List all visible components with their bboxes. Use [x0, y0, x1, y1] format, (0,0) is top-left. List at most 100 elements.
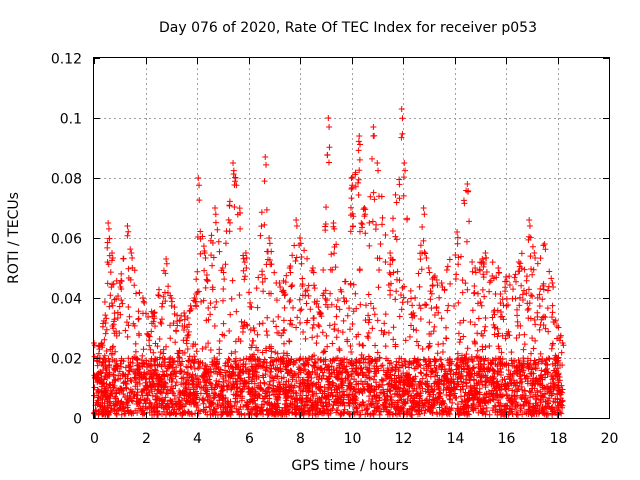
data-point — [258, 209, 265, 216]
data-point — [535, 356, 542, 363]
data-point — [300, 376, 307, 383]
data-point — [546, 389, 553, 396]
data-point — [174, 350, 181, 357]
data-point — [478, 302, 485, 309]
data-point — [343, 363, 350, 370]
data-point — [406, 383, 413, 390]
data-point — [464, 181, 471, 187]
data-point — [369, 396, 376, 403]
data-point — [381, 320, 388, 327]
data-point — [344, 374, 351, 381]
data-point — [352, 290, 359, 297]
data-point — [415, 342, 422, 349]
data-point — [155, 292, 162, 299]
data-point — [270, 377, 277, 384]
data-point — [184, 345, 191, 352]
data-point — [497, 313, 504, 320]
data-point — [111, 316, 118, 323]
data-point — [254, 304, 261, 311]
data-point — [171, 370, 178, 377]
data-point — [197, 250, 204, 257]
data-point — [459, 352, 466, 359]
data-point — [539, 357, 546, 364]
data-point — [101, 336, 108, 343]
data-point — [111, 402, 118, 409]
data-point — [475, 315, 482, 322]
data-point — [101, 352, 108, 359]
data-point — [319, 329, 326, 336]
data-point — [107, 346, 114, 353]
data-point — [214, 226, 221, 233]
data-point — [534, 294, 541, 301]
data-point — [335, 327, 342, 334]
data-point — [366, 219, 373, 226]
data-point — [302, 355, 309, 362]
data-point — [510, 377, 517, 384]
data-point — [225, 382, 232, 389]
data-point — [145, 313, 152, 320]
data-point — [426, 389, 433, 396]
data-point — [534, 389, 541, 396]
data-point — [238, 397, 245, 404]
data-point — [352, 183, 359, 190]
data-point — [117, 360, 124, 367]
data-point — [370, 189, 377, 196]
data-point — [293, 324, 300, 331]
data-point — [404, 216, 411, 223]
data-point — [103, 326, 110, 333]
data-point — [427, 288, 434, 295]
data-point — [286, 359, 293, 366]
data-point — [417, 242, 424, 249]
data-point — [515, 385, 522, 392]
data-point — [506, 273, 513, 280]
data-point — [255, 274, 262, 281]
data-point — [279, 288, 286, 295]
data-point — [212, 205, 219, 211]
data-point — [353, 359, 360, 366]
data-point — [392, 363, 399, 370]
data-point — [204, 278, 211, 285]
data-point — [457, 386, 464, 393]
data-point — [146, 399, 153, 406]
data-point — [220, 320, 227, 327]
data-point — [206, 399, 213, 406]
data-point — [529, 293, 536, 300]
data-point — [167, 335, 174, 342]
data-point — [549, 340, 556, 347]
data-point — [287, 269, 294, 276]
data-point — [375, 167, 382, 174]
data-point — [236, 292, 243, 299]
data-point — [533, 395, 540, 402]
data-point — [444, 307, 451, 314]
data-point — [382, 231, 389, 238]
data-point — [359, 224, 366, 231]
data-point — [417, 362, 424, 369]
data-point — [357, 301, 364, 308]
data-point — [93, 407, 100, 414]
data-point — [443, 335, 450, 342]
data-point — [497, 391, 504, 398]
data-point — [112, 401, 119, 408]
data-point — [349, 174, 356, 181]
data-point — [314, 333, 321, 340]
data-point — [471, 289, 478, 296]
data-point — [349, 223, 356, 230]
data-point — [266, 343, 273, 350]
data-point — [147, 346, 154, 353]
data-point — [262, 275, 269, 282]
data-point — [396, 313, 403, 320]
data-point — [372, 342, 379, 349]
data-point — [370, 305, 377, 312]
data-point — [438, 356, 445, 363]
data-point — [497, 291, 504, 298]
data-point — [383, 355, 390, 362]
data-point — [446, 411, 453, 418]
data-point — [529, 404, 536, 411]
data-point — [287, 317, 294, 324]
data-point — [491, 370, 498, 377]
data-point — [326, 322, 333, 329]
data-point — [325, 159, 332, 166]
data-point — [382, 259, 389, 266]
data-point — [440, 340, 447, 347]
data-point — [126, 313, 133, 320]
